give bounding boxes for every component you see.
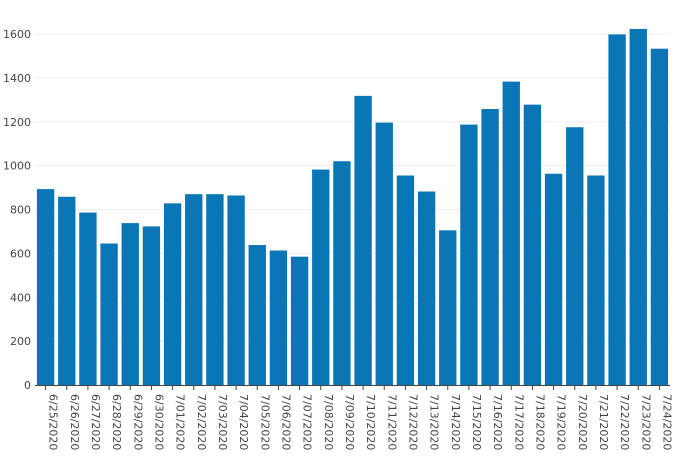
bar: [375, 122, 393, 385]
bar: [650, 48, 669, 386]
x-tick-label: 7/01/2020: [174, 394, 187, 450]
x-tick-label: 7/02/2020: [195, 394, 208, 450]
y-tick-label: 1600: [3, 28, 31, 41]
x-tick-label: 7/08/2020: [322, 394, 335, 450]
bar: [36, 189, 55, 385]
bar: [608, 34, 626, 385]
x-tick-label: 6/25/2020: [47, 394, 60, 450]
y-tick-label: 0: [24, 379, 31, 392]
y-tick-label: 1000: [3, 160, 31, 173]
bar: [142, 226, 161, 385]
y-axis-ticks: 0 200 400 600 800 1000 1200 1400 1600: [3, 28, 31, 392]
x-tick-label: 7/21/2020: [597, 394, 610, 450]
bar: [481, 109, 499, 386]
x-tick-label: 7/17/2020: [512, 394, 525, 450]
y-tick-label: 600: [10, 247, 31, 260]
bar: [523, 104, 542, 386]
bar: [121, 223, 139, 385]
x-tick-label: 7/10/2020: [364, 394, 377, 450]
x-tick-label: 7/16/2020: [491, 394, 504, 450]
x-tick-label: 7/09/2020: [343, 394, 356, 450]
bar: [185, 194, 203, 385]
x-tick-label: 7/05/2020: [258, 394, 271, 450]
x-tick-label: 7/22/2020: [618, 394, 631, 450]
x-tick-label: 6/27/2020: [89, 394, 102, 450]
bar: [163, 203, 182, 385]
bar: [587, 175, 605, 385]
bar: [333, 161, 351, 385]
bar: [439, 230, 457, 385]
x-tick-label: 6/30/2020: [152, 394, 165, 450]
bar: [206, 194, 224, 385]
bar: [312, 169, 330, 385]
x-tick-label: 7/11/2020: [385, 394, 398, 450]
x-tick-label: 7/04/2020: [237, 394, 250, 450]
bar: [354, 95, 372, 386]
x-tick-label: 6/26/2020: [68, 394, 81, 450]
x-tick-label: 7/13/2020: [428, 394, 441, 450]
x-tick-label: 7/23/2020: [639, 394, 652, 450]
y-tick-label: 400: [10, 291, 31, 304]
bar: [100, 243, 118, 385]
y-tick-label: 200: [10, 335, 31, 348]
bar: [629, 28, 647, 385]
x-tick-label: 7/12/2020: [406, 394, 419, 450]
x-tick-label: 7/19/2020: [555, 394, 568, 450]
x-tick-label: 6/28/2020: [110, 394, 123, 450]
x-tick-label: 7/15/2020: [470, 394, 483, 450]
x-tick-label: 7/24/2020: [660, 394, 673, 450]
x-tick-label: 6/29/2020: [131, 394, 144, 450]
x-tick-label: 7/07/2020: [301, 394, 314, 450]
gridlines: [35, 33, 670, 342]
x-tick-label: 7/18/2020: [533, 394, 546, 450]
bars: [36, 28, 669, 386]
bar: [566, 127, 584, 385]
bar: [227, 195, 245, 385]
bar: [290, 256, 309, 385]
x-tick-label: 7/20/2020: [576, 394, 589, 450]
y-tick-label: 800: [10, 204, 31, 217]
x-tick-label: 7/03/2020: [216, 394, 229, 450]
x-tick-label: 7/14/2020: [449, 394, 462, 450]
bar: [248, 245, 266, 385]
y-tick-label: 1400: [3, 72, 31, 85]
bar: [544, 173, 563, 385]
bar: [502, 81, 520, 386]
x-tick-label: 7/06/2020: [279, 394, 292, 450]
bar: [417, 191, 436, 385]
bar: [269, 250, 288, 385]
bar: [79, 212, 97, 385]
x-axis-ticks: 6/25/2020 6/26/2020 6/27/2020 6/28/2020 6/29…: [45, 385, 673, 450]
bar: [460, 124, 478, 386]
bar: [58, 196, 76, 385]
bar: [396, 175, 415, 385]
y-tick-label: 1200: [3, 116, 31, 129]
